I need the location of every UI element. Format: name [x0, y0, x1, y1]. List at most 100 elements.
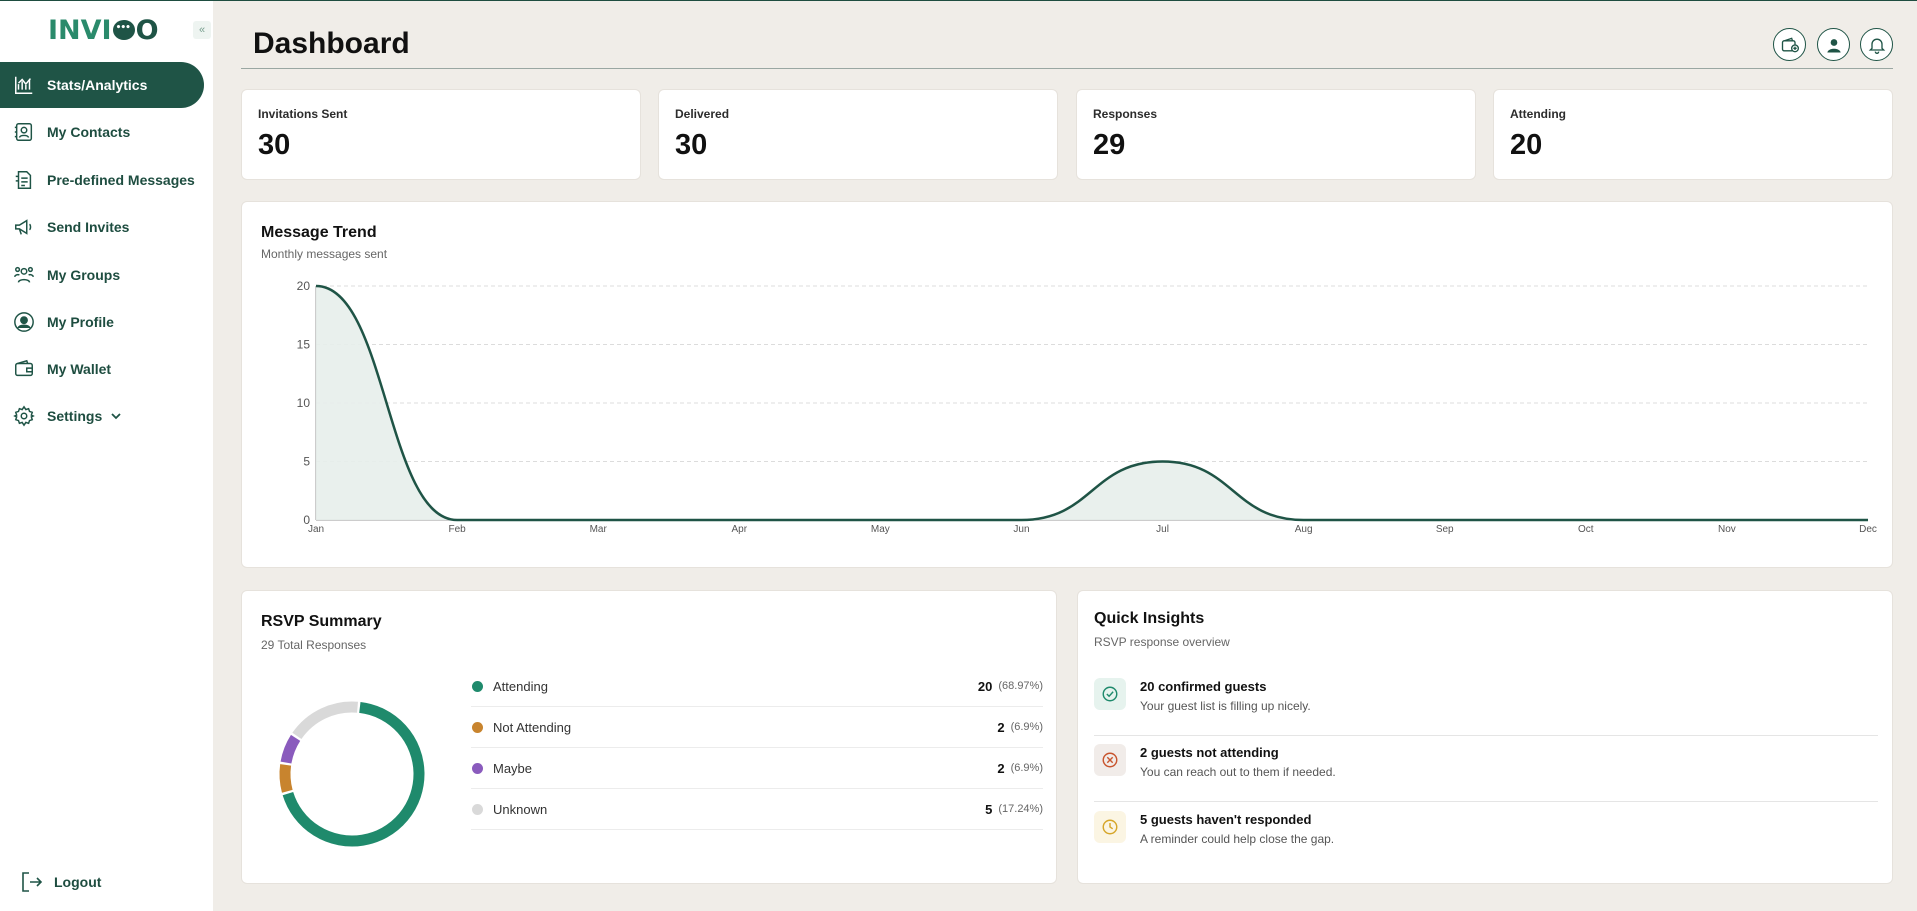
y-tick-label: 10 — [297, 396, 311, 410]
y-tick-label: 5 — [303, 455, 310, 469]
x-tick-label: Jan — [308, 524, 324, 535]
profile-icon — [12, 310, 36, 334]
avatar-icon — [1826, 38, 1841, 52]
legend-dot — [472, 803, 483, 815]
sidebar-item-messages[interactable]: Pre-defined Messages — [0, 157, 204, 203]
x-tick-label: May — [871, 524, 890, 535]
x-circle-icon — [1094, 744, 1126, 776]
stat-card-invitations-sent: Invitations Sent 30 — [241, 89, 641, 180]
check-circle-icon — [1094, 678, 1126, 710]
sidebar-item-contacts[interactable]: My Contacts — [0, 109, 204, 155]
logout-button[interactable]: Logout — [20, 871, 101, 893]
insights-subtitle: RSVP response overview — [1094, 635, 1230, 649]
sidebar-item-label: Stats/Analytics — [47, 77, 148, 93]
sidebar-item-label: Settings — [47, 408, 103, 424]
stat-value: 30 — [258, 129, 291, 161]
insight-description: A reminder could help close the gap. — [1140, 832, 1335, 846]
legend-count: 2 — [997, 719, 1005, 735]
donut-slice-unknown — [292, 701, 358, 740]
stat-label: Invitations Sent — [258, 107, 348, 121]
logout-icon — [22, 872, 43, 892]
x-tick-label: Mar — [590, 524, 608, 535]
messages-icon — [12, 168, 36, 192]
legend-row-attending: Attending 20 (68.97%) — [471, 666, 1043, 707]
insight-description: Your guest list is filling up nicely. — [1140, 699, 1311, 713]
chevron-down-icon — [111, 413, 121, 420]
stat-label: Attending — [1510, 107, 1566, 121]
legend-count: 20 — [977, 678, 993, 694]
legend-dot — [472, 680, 483, 692]
donut-slice-maybe — [280, 734, 301, 764]
x-tick-label: Jul — [1156, 524, 1169, 535]
legend-count: 2 — [997, 760, 1005, 776]
legend-row-unknown: Unknown 5 (17.24%) — [471, 789, 1043, 830]
x-tick-label: Aug — [1295, 524, 1313, 535]
sidebar-item-stats[interactable]: Stats/Analytics — [0, 62, 204, 108]
insight-description: You can reach out to them if needed. — [1140, 765, 1336, 779]
app-logo[interactable]: INVIO — [48, 15, 159, 46]
legend-label: Attending — [493, 678, 548, 694]
profile-button[interactable] — [1817, 28, 1850, 61]
x-tick-label: Nov — [1718, 524, 1736, 535]
y-tick-label: 15 — [297, 338, 311, 352]
stat-value: 29 — [1093, 129, 1126, 161]
rsvp-subtitle: 29 Total Responses — [261, 638, 367, 652]
legend-count: 5 — [985, 801, 993, 817]
legend-percent: (6.9%) — [1010, 721, 1043, 733]
stat-value: 30 — [675, 129, 708, 161]
y-tick-label: 20 — [297, 279, 311, 293]
sidebar-item-profile[interactable]: My Profile — [0, 299, 204, 345]
donut-slice-not-attending — [279, 764, 293, 793]
groups-icon — [12, 263, 36, 287]
sidebar-item-label: My Wallet — [47, 361, 112, 377]
wallet-icon — [12, 357, 36, 381]
sidebar-item-send-invites[interactable]: Send Invites — [0, 204, 204, 250]
sidebar: INVIO « Stats/Analytics My Contacts Pre-… — [0, 1, 213, 911]
trend-subtitle: Monthly messages sent — [261, 247, 388, 261]
x-tick-label: Sep — [1436, 524, 1454, 535]
message-trend-chart: 0 5 10 15 20 Jan Feb Mar Apr May Jun Jul Aug Sep Oct No… — [297, 279, 1877, 535]
legend-dot — [472, 721, 483, 733]
page-title: Dashboard — [253, 27, 410, 60]
legend-label: Unknown — [493, 801, 548, 817]
message-trend-card: Message Trend Monthly messages sent 0 5 10… — [241, 201, 1893, 568]
wallet-button[interactable] — [1773, 28, 1806, 61]
quick-insights-card: Quick Insights RSVP response overview 20… — [1077, 590, 1893, 884]
stat-label: Delivered — [675, 107, 730, 121]
bell-icon — [1868, 38, 1885, 54]
sidebar-item-label: My Groups — [47, 267, 121, 283]
header-divider — [241, 68, 1893, 69]
donut-slice-attending — [282, 702, 425, 847]
x-tick-label: Feb — [448, 524, 466, 535]
insight-title: 20 confirmed guests — [1140, 679, 1267, 694]
trend-title: Message Trend — [261, 224, 377, 241]
sidebar-item-label: Pre-defined Messages — [47, 172, 195, 188]
sidebar-item-groups[interactable]: My Groups — [0, 252, 204, 298]
legend-row-not-attending: Not Attending 2 (6.9%) — [471, 707, 1043, 748]
stat-card-delivered: Delivered 30 — [658, 89, 1058, 180]
logout-label: Logout — [54, 874, 102, 890]
wallet-add-icon — [1781, 36, 1799, 52]
x-tick-label: Oct — [1578, 524, 1594, 535]
notifications-button[interactable] — [1860, 28, 1893, 61]
legend-label: Not Attending — [493, 719, 572, 735]
x-tick-label: Apr — [731, 524, 747, 535]
insight-title: 5 guests haven't responded — [1140, 812, 1312, 827]
insight-item-confirmed: 20 confirmed guests Your guest list is f… — [1094, 670, 1878, 736]
collapse-sidebar-button[interactable]: « — [193, 21, 211, 39]
chart-icon — [12, 73, 36, 97]
x-tick-label: Dec — [1859, 524, 1877, 535]
x-tick-label: Jun — [1013, 524, 1029, 535]
stat-value: 20 — [1510, 129, 1543, 161]
sidebar-item-label: My Contacts — [47, 124, 131, 140]
rsvp-donut-chart — [279, 701, 425, 847]
clock-icon — [1094, 811, 1126, 843]
sidebar-item-settings[interactable]: Settings — [0, 393, 204, 439]
sidebar-item-label: Send Invites — [47, 219, 130, 235]
settings-icon — [12, 404, 36, 428]
stat-card-responses: Responses 29 — [1076, 89, 1476, 180]
legend-row-maybe: Maybe 2 (6.9%) — [471, 748, 1043, 789]
sidebar-item-wallet[interactable]: My Wallet — [0, 346, 204, 392]
sidebar-item-label: My Profile — [47, 314, 114, 330]
insight-item-no-response: 5 guests haven't responded A reminder co… — [1094, 803, 1878, 869]
